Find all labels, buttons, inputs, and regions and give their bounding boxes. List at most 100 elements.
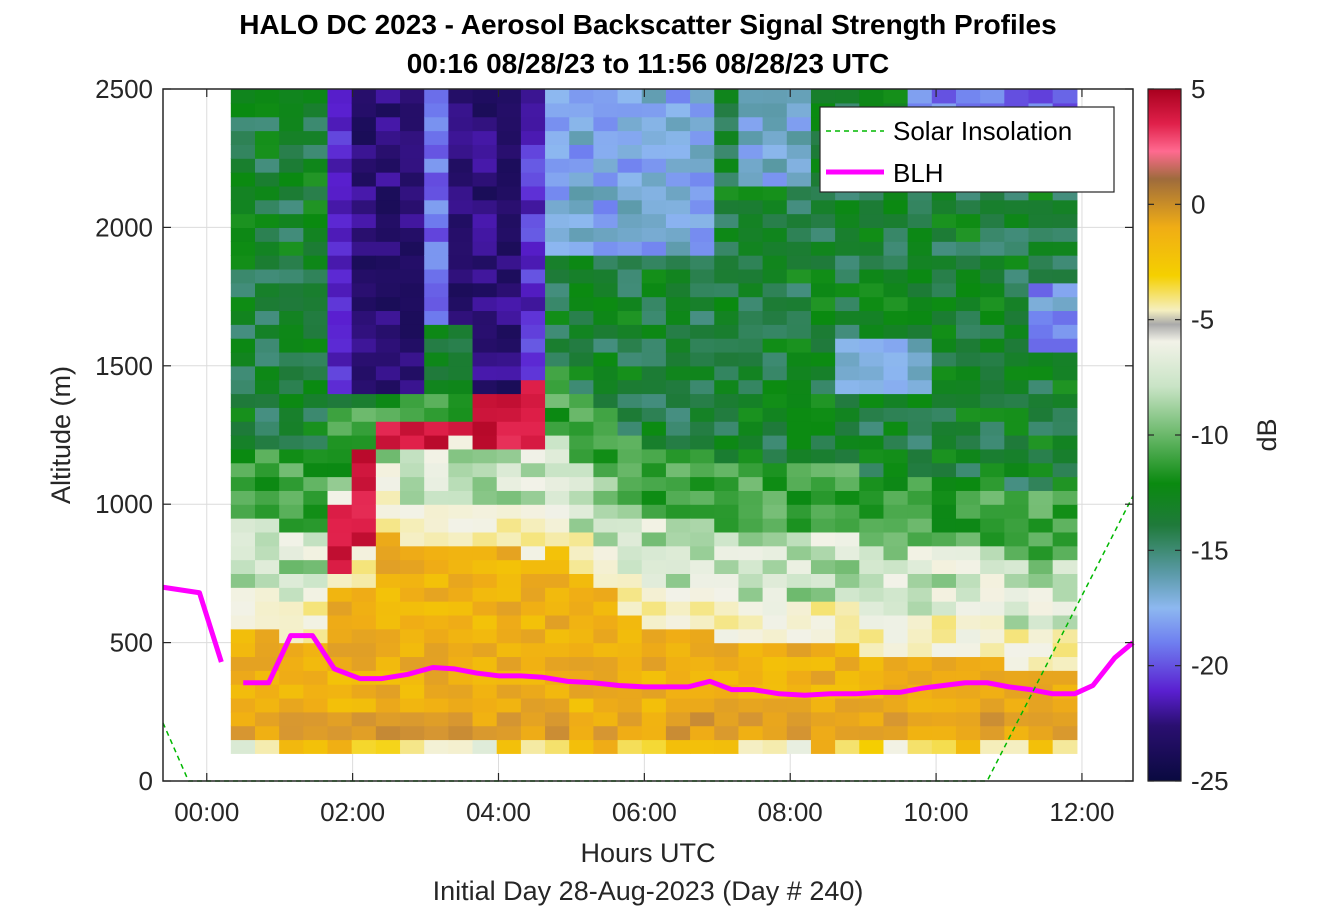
heatmap-cell [376,393,401,407]
heatmap-cell [1004,670,1029,684]
heatmap-cell [1053,352,1078,366]
heatmap-cell [956,490,981,504]
heatmap-cell [666,269,691,283]
heatmap-cell [859,283,884,297]
heatmap-cell [714,269,739,283]
heatmap-cell [448,684,473,698]
x-tick-label: 06:00 [612,797,677,827]
heatmap-cell [738,587,763,601]
heatmap-cell [593,504,618,518]
heatmap-cell [593,214,618,228]
heatmap-cell [424,490,449,504]
heatmap-cell [569,656,594,670]
heatmap-cell [883,601,908,615]
heatmap-cell [303,684,328,698]
heatmap-cell [400,601,425,615]
heatmap-cell [1053,463,1078,477]
heatmap-cell [593,421,618,435]
heatmap-cell [690,310,715,324]
heatmap-cell [376,504,401,518]
heatmap-cell [980,269,1005,283]
heatmap-cell [521,283,546,297]
heatmap-cell [328,283,353,297]
heatmap-cell [497,560,522,574]
heatmap-cell [303,670,328,684]
heatmap-cell [932,380,957,394]
heatmap-cell [738,656,763,670]
heatmap-cell [618,518,643,532]
heatmap-cell [303,504,328,518]
heatmap-cell [666,310,691,324]
heatmap-cell [255,366,280,380]
heatmap-cell [473,366,498,380]
heatmap-cell [1053,297,1078,311]
heatmap-cell [352,172,377,186]
heatmap-cell [787,532,812,546]
heatmap-cell [1028,352,1053,366]
heatmap-cell [376,380,401,394]
heatmap-cell [231,643,256,657]
heatmap-cell [642,131,667,145]
heatmap-cell [835,629,860,643]
heatmap-cell [811,560,836,574]
colorbar-tick-label: -25 [1191,766,1229,796]
heatmap-cell [473,393,498,407]
heatmap-cell [255,144,280,158]
heatmap-cell [231,518,256,532]
heatmap-cell [569,463,594,477]
heatmap-cell [1028,89,1053,103]
heatmap-cell [956,739,981,753]
heatmap-cell [787,186,812,200]
heatmap-cell [690,117,715,131]
heatmap-cell [932,698,957,712]
heatmap-cell [787,518,812,532]
heatmap-cell [1053,698,1078,712]
heatmap-cell [303,490,328,504]
heatmap-cell [376,739,401,753]
heatmap-cell [303,518,328,532]
heatmap-cell [521,601,546,615]
heatmap-cell [1004,435,1029,449]
heatmap-cell [593,131,618,145]
heatmap-cell [424,241,449,255]
heatmap-cell [835,643,860,657]
heatmap-cell [618,629,643,643]
heatmap-cell [714,214,739,228]
heatmap-cell [738,283,763,297]
heatmap-cell [473,449,498,463]
heatmap-cell [980,89,1005,103]
heatmap-cell [303,421,328,435]
heatmap-cell [787,435,812,449]
heatmap-cell [932,449,957,463]
heatmap-cell [908,463,933,477]
heatmap-cell [279,477,304,491]
heatmap-cell [908,435,933,449]
heatmap-cell [352,698,377,712]
heatmap-cell [448,131,473,145]
heatmap-cell [666,504,691,518]
heatmap-cell [400,449,425,463]
heatmap-cell [714,698,739,712]
heatmap-cell [666,656,691,670]
heatmap-cell [424,380,449,394]
heatmap-cell [763,269,788,283]
heatmap-cell [932,200,957,214]
heatmap-cell [376,490,401,504]
heatmap-cell [352,393,377,407]
heatmap-cell [303,214,328,228]
heatmap-cell [303,144,328,158]
heatmap-cell [328,560,353,574]
heatmap-cell [618,421,643,435]
heatmap-cell [763,241,788,255]
heatmap-cell [569,421,594,435]
heatmap-cell [424,172,449,186]
heatmap-cell [908,477,933,491]
heatmap-cell [352,518,377,532]
heatmap-cell [593,601,618,615]
heatmap-cell [448,144,473,158]
heatmap-cell [618,463,643,477]
heatmap-cell [932,366,957,380]
heatmap-cell [1004,726,1029,740]
heatmap-cell [883,227,908,241]
heatmap-cell [424,449,449,463]
